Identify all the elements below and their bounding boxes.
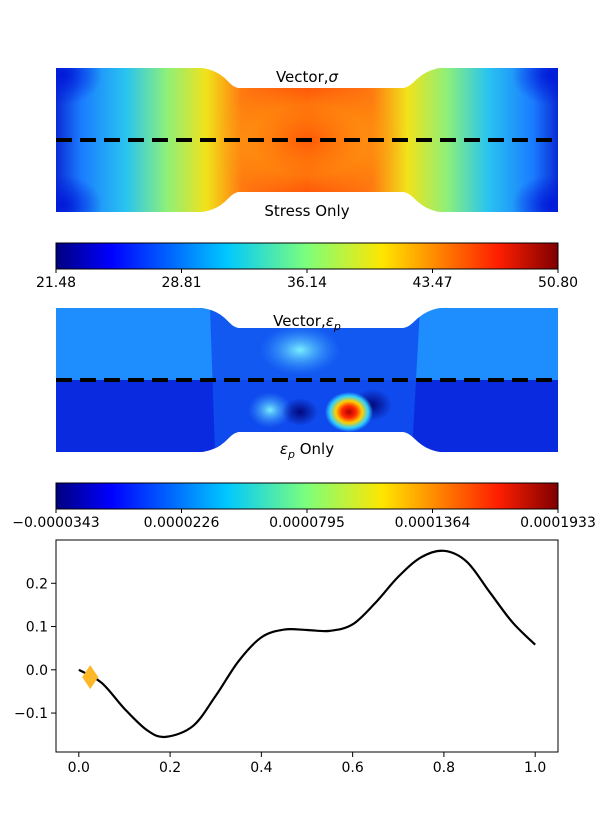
x-axis-ticks: 0.0 0.2 0.4 0.6 0.8 1.0 — [68, 752, 546, 776]
strain-hot-spot — [325, 392, 373, 432]
colorbar-tick-label: −0.0000343 — [12, 515, 99, 531]
plot-area-frame — [55, 539, 559, 753]
y-axis-ticks: −0.1 0.0 0.1 0.2 — [14, 576, 56, 722]
y-tick-label: 0.1 — [26, 620, 48, 636]
stress-corner-low — [56, 175, 102, 212]
stress-corner-low — [512, 175, 558, 212]
colorbar-stress: 21.48 28.81 36.14 43.47 50.80 — [36, 242, 578, 291]
y-tick-label: −0.1 — [14, 706, 48, 722]
stress-corner-low — [512, 68, 558, 105]
series-line — [78, 549, 536, 739]
strain-field-panel: Vector,εp εp Only — [56, 308, 558, 461]
x-tick-label: 1.0 — [524, 760, 546, 776]
y-tick-label: 0.2 — [26, 576, 48, 592]
x-tick-label: 0.6 — [342, 760, 364, 776]
stress-field-panel: Vector,σ Stress Only — [56, 68, 558, 220]
colorbar-stress-gradient — [55, 242, 559, 270]
colorbar-tick-label: 36.14 — [287, 275, 327, 291]
colorbar-tick-label: 0.0000226 — [144, 515, 220, 531]
strain-bottom-label: εp Only — [280, 440, 334, 461]
colorbar-stress-ticks: 21.48 28.81 36.14 43.47 50.80 — [36, 269, 578, 291]
colorbar-strain: −0.0000343 0.0000226 0.0000795 0.0001364 0.0… — [12, 482, 596, 531]
colorbar-tick-label: 28.81 — [161, 275, 201, 291]
current-position-marker — [82, 665, 99, 690]
line-chart: 0.0 0.2 0.4 0.6 0.8 1.0 −0.1 0.0 0.1 0.2 — [14, 539, 559, 776]
colorbar-tick-label: 21.48 — [36, 275, 76, 291]
strain-cyan-region — [260, 325, 340, 375]
strain-low-region — [282, 398, 318, 426]
strain-cyan-region — [248, 392, 292, 428]
stress-bottom-label: Stress Only — [264, 202, 349, 220]
x-tick-label: 0.0 — [68, 760, 90, 776]
colorbar-tick-label: 0.0000795 — [269, 515, 345, 531]
colorbar-tick-label: 0.0001364 — [395, 515, 471, 531]
colorbar-strain-ticks: −0.0000343 0.0000226 0.0000795 0.0001364 0.0… — [12, 509, 596, 531]
x-tick-label: 0.2 — [159, 760, 181, 776]
colorbar-tick-label: 43.47 — [412, 275, 452, 291]
x-tick-label: 0.8 — [433, 760, 455, 776]
y-tick-label: 0.0 — [26, 663, 48, 679]
colorbar-tick-label: 0.0001933 — [520, 515, 596, 531]
stress-top-label: Vector,σ — [276, 68, 339, 86]
stress-corner-low — [56, 68, 102, 105]
colorbar-strain-gradient — [55, 482, 559, 510]
strain-top-label: Vector,εp — [273, 312, 341, 333]
colorbar-tick-label: 50.80 — [538, 275, 578, 291]
x-tick-label: 0.4 — [250, 760, 272, 776]
